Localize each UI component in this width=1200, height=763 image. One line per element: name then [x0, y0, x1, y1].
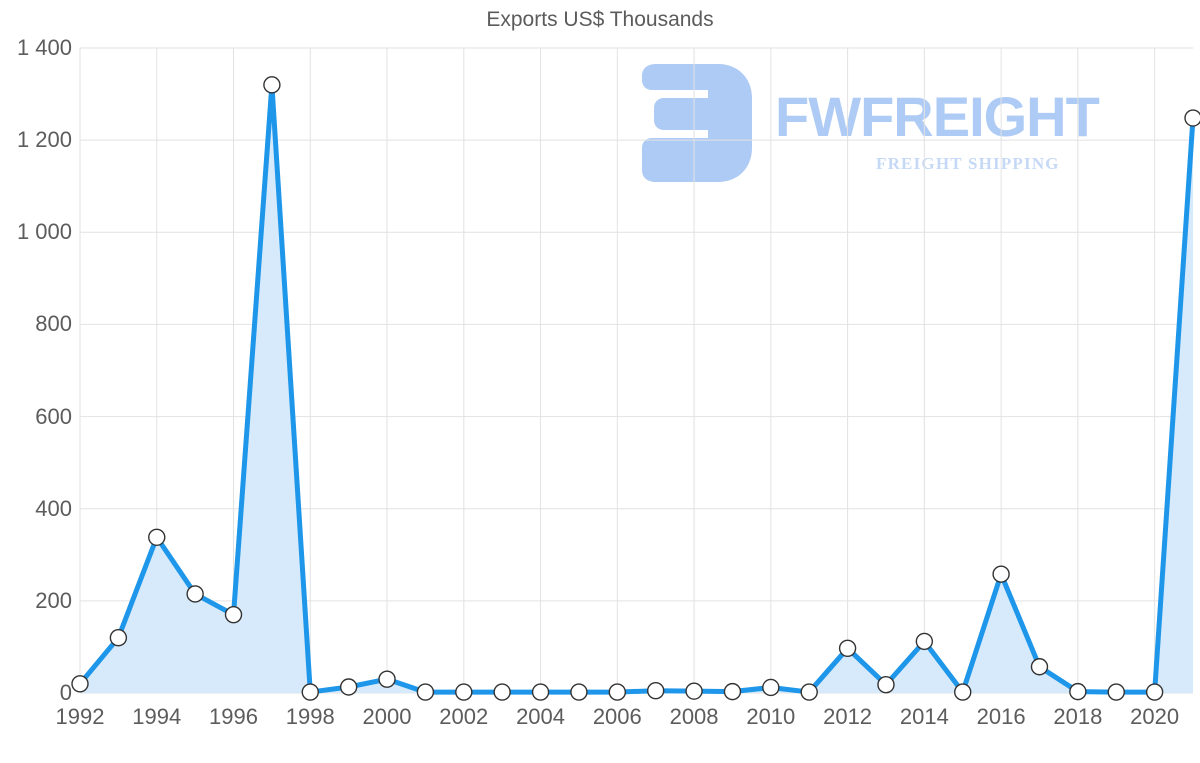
data-point-marker[interactable] — [685, 682, 703, 700]
data-point-marker[interactable] — [838, 639, 857, 658]
data-point-marker[interactable] — [915, 632, 934, 651]
data-point-marker[interactable] — [1145, 683, 1164, 701]
data-point-marker[interactable] — [877, 676, 895, 694]
x-axis-tick-label: 2004 — [516, 704, 566, 729]
x-axis-tick-label: 1996 — [209, 704, 258, 729]
data-point-marker[interactable] — [109, 629, 128, 647]
x-axis-tick-label: 2000 — [362, 704, 412, 729]
data-point-marker[interactable] — [1030, 658, 1049, 676]
data-point-marker[interactable] — [1069, 682, 1087, 701]
data-point-marker[interactable] — [224, 605, 243, 624]
data-point-marker[interactable] — [800, 683, 818, 701]
data-point-marker[interactable] — [646, 682, 665, 700]
data-point-marker[interactable] — [493, 683, 511, 701]
data-point-marker[interactable] — [378, 670, 396, 688]
x-axis-tick-label: 1994 — [132, 704, 182, 729]
y-axis-tick-label: 0 — [59, 680, 72, 705]
x-axis-tick-label: 2018 — [1053, 704, 1103, 729]
chart-title: Exports US$ Thousands — [486, 8, 714, 31]
data-point-marker[interactable] — [186, 585, 204, 603]
x-axis-tick-label: 1992 — [55, 704, 105, 729]
data-point-marker[interactable] — [992, 565, 1010, 583]
data-point-marker[interactable] — [723, 682, 742, 701]
x-axis-tick-label: 2006 — [592, 704, 642, 729]
data-point-marker[interactable] — [570, 683, 588, 701]
data-point-marker[interactable] — [301, 683, 319, 701]
y-axis-tick-label: 1 200 — [16, 127, 72, 153]
data-markers — [71, 76, 1200, 701]
data-point-marker[interactable] — [263, 76, 281, 94]
y-axis-tick-label: 800 — [35, 311, 72, 337]
data-point-marker[interactable] — [71, 675, 89, 693]
data-point-marker[interactable] — [954, 683, 972, 701]
data-point-marker[interactable] — [148, 528, 166, 546]
data-point-marker[interactable] — [531, 683, 550, 701]
data-point-marker[interactable] — [416, 683, 435, 701]
x-axis-tick-label: 2008 — [669, 704, 719, 729]
grid-lines — [79, 47, 1193, 694]
data-point-marker[interactable] — [608, 683, 627, 701]
y-axis-tick-label: 1 000 — [16, 219, 72, 245]
x-axis-tick-label: 2020 — [1130, 704, 1180, 729]
data-point-marker[interactable] — [762, 678, 780, 697]
x-axis-tick-label: 2012 — [823, 704, 873, 729]
y-axis-tick-label: 400 — [35, 495, 72, 521]
x-axis-tick-label: 1998 — [285, 704, 335, 729]
data-point-marker[interactable] — [1107, 683, 1125, 701]
y-axis-tick-label: 1 400 — [16, 35, 72, 60]
area-fill — [80, 84, 1193, 694]
x-axis-tick-label: 2016 — [976, 704, 1026, 729]
x-axis-tick-label: 2010 — [746, 704, 796, 729]
x-axis-tick-label: 2002 — [439, 704, 489, 729]
data-point-marker[interactable] — [339, 678, 358, 696]
y-axis-tick-label: 600 — [35, 403, 72, 429]
data-point-marker[interactable] — [455, 683, 473, 701]
data-point-marker[interactable] — [1184, 109, 1200, 127]
data-line — [77, 82, 1196, 695]
y-axis-tick-label: 200 — [35, 587, 72, 613]
x-axis-tick-label: 2014 — [899, 704, 949, 729]
